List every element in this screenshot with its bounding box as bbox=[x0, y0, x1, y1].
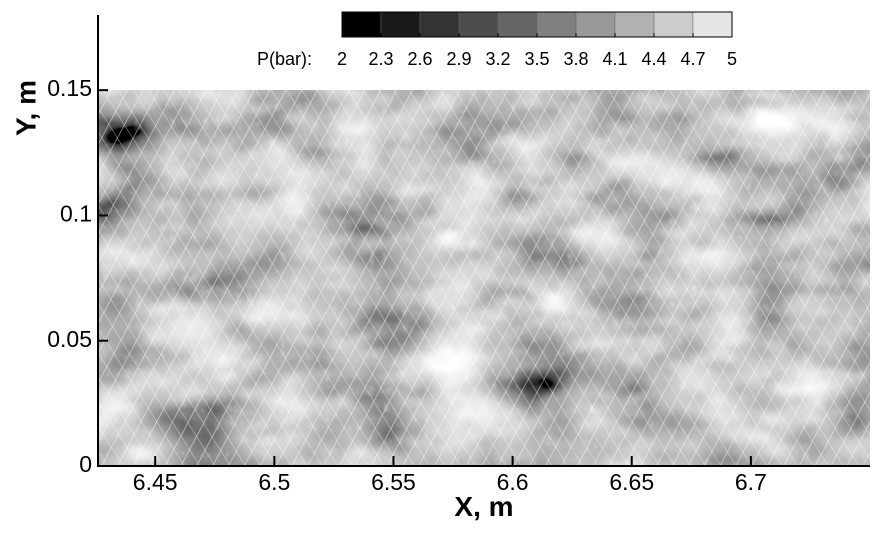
x-tick-label: 6.65 bbox=[609, 469, 654, 495]
x-tick-label: 6.5 bbox=[258, 469, 290, 495]
colorbar-swatch bbox=[497, 11, 538, 38]
colorbar-tick-label: 2.3 bbox=[368, 49, 393, 69]
colorbar-swatch bbox=[692, 11, 733, 38]
y-tick-label: 0.05 bbox=[47, 326, 92, 352]
colorbar-label: P(bar): bbox=[257, 49, 312, 69]
colorbar-tick-label: 4.4 bbox=[641, 49, 666, 69]
colorbar-tick-label: 3.5 bbox=[524, 49, 549, 69]
pressure-field bbox=[98, 90, 870, 465]
colorbar-tick-label: 3.2 bbox=[485, 49, 510, 69]
colorbar-swatch bbox=[653, 11, 694, 38]
colorbar-swatch bbox=[614, 11, 655, 38]
colorbar-tick-label: 4.1 bbox=[602, 49, 627, 69]
x-tick-label: 6.55 bbox=[371, 469, 416, 495]
x-tick-label: 6.45 bbox=[133, 469, 178, 495]
colorbar-tick-label: 2 bbox=[337, 49, 347, 69]
y-tick-label: 0.15 bbox=[47, 75, 92, 101]
y-axis-title: Y, m bbox=[10, 80, 41, 136]
colorbar-swatch bbox=[575, 11, 616, 38]
colorbar-tick-label: 2.9 bbox=[446, 49, 471, 69]
colorbar-swatch bbox=[341, 11, 382, 38]
colorbar-swatch bbox=[536, 11, 577, 38]
colorbar-frame bbox=[341, 11, 733, 38]
colorbar-swatch bbox=[380, 11, 421, 38]
colorbar-tick-label: 4.7 bbox=[680, 49, 705, 69]
colorbar-swatch bbox=[458, 11, 499, 38]
colorbar-tick-label: 2.6 bbox=[407, 49, 432, 69]
y-tick-label: 0 bbox=[79, 451, 92, 477]
y-tick-label: 0.1 bbox=[60, 201, 92, 227]
colorbar-tick-label: 3.8 bbox=[563, 49, 588, 69]
x-tick-label: 6.6 bbox=[497, 469, 529, 495]
x-tick-label: 6.7 bbox=[735, 469, 767, 495]
colorbar-swatch bbox=[419, 11, 460, 38]
x-axis-title: X, m bbox=[454, 491, 513, 522]
colorbar-tick-label: 5 bbox=[727, 49, 737, 69]
